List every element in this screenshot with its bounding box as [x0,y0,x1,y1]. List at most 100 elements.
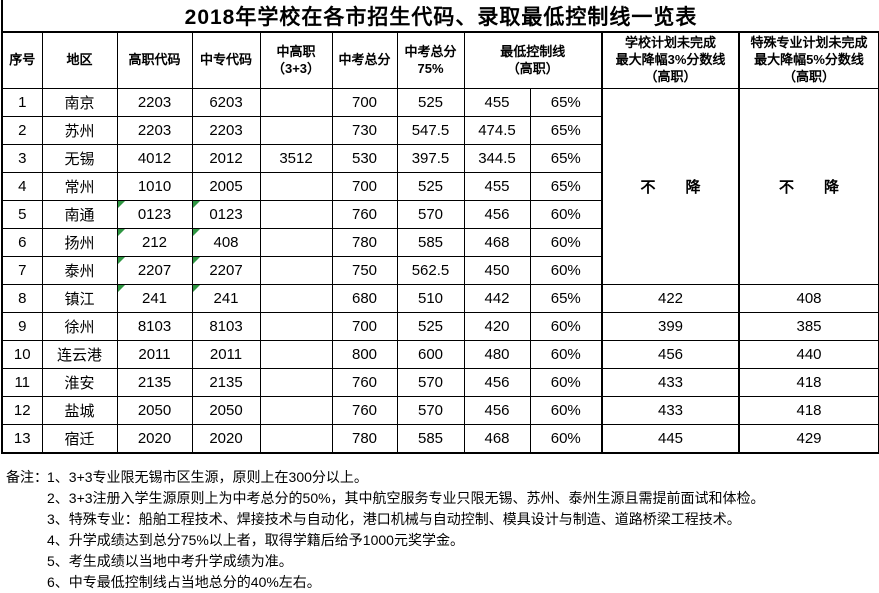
table-row: 8 镇江 241 241 680 510 442 65% 422 408 [1,284,879,313]
cell-min-line: 456 [463,200,531,229]
cell-min-line: 420 [463,312,531,341]
cell-min-line-pct: 60% [529,228,603,257]
cell-zk-75: 510 [396,284,465,313]
cell-no: 12 [1,396,43,425]
header-special-plan: 特殊专业计划未完成 最大降幅5%分数线 （高职） [738,31,879,89]
table-body: 1 南京 2203 6203 700 525 455 65% 不 降不 降 2 苏州 2203 2203… [1,88,879,454]
number-as-text-flag-icon [118,229,125,236]
cell-zk-total: 680 [331,284,398,313]
number-as-text-flag-icon [118,201,125,208]
table-row: 1 南京 2203 6203 700 525 455 65% 不 降不 降 [1,88,879,285]
cell-zz-code: 2207 [191,256,261,285]
cell-min-line-pct: 65% [529,88,603,117]
cell-no: 3 [1,144,43,173]
cell-zgz-code: 3512 [259,144,333,173]
cell-min-line: 344.5 [463,144,531,173]
number-as-text-flag-icon [193,257,200,264]
cell-zk-75: 525 [396,88,465,117]
header-school-plan: 学校计划未完成 最大降幅3%分数线 （高职） [601,31,740,89]
cell-zgz-code [259,172,333,201]
header-zgz-code: 中高职 （3+3） [259,31,333,89]
cell-no: 10 [1,340,43,369]
cell-special-plan: 440 [738,340,879,369]
cell-min-line: 456 [463,396,531,425]
cell-zk-total: 800 [331,340,398,369]
cell-gz-code: 241 [116,284,193,313]
cell-min-line-pct: 60% [529,340,603,369]
header-min-line: 最低控制线 （高职） [463,31,603,89]
cell-min-line-pct: 60% [529,256,603,285]
cell-gz-code: 1010 [116,172,193,201]
cell-no: 1 [1,88,43,117]
cell-region: 徐州 [41,312,118,341]
cell-zk-75: 525 [396,312,465,341]
cell-zk-75: 562.5 [396,256,465,285]
cell-school-plan: 433 [601,368,740,397]
cell-zk-total: 700 [331,172,398,201]
cell-zk-total: 700 [331,312,398,341]
cell-min-line: 480 [463,340,531,369]
cell-zk-75: 585 [396,228,465,257]
cell-zk-total: 760 [331,200,398,229]
header-gz-code: 高职代码 [116,31,193,89]
cell-zz-code: 2005 [191,172,261,201]
cell-zgz-code [259,396,333,425]
cell-school-plan: 456 [601,340,740,369]
cell-gz-code: 2203 [116,88,193,117]
header-region: 地区 [41,31,118,89]
cell-gz-code: 2020 [116,424,193,454]
cell-zz-code: 2203 [191,116,261,145]
cell-no: 6 [1,228,43,257]
notes-label: 备注： [6,469,48,485]
cell-region: 南京 [41,88,118,117]
cell-zk-75: 570 [396,396,465,425]
cell-no: 11 [1,368,43,397]
table-row: 10 连云港 2011 2011 800 600 480 60% 456 440 [1,340,879,369]
number-as-text-flag-icon [193,229,200,236]
cell-zz-code: 408 [191,228,261,257]
page-title: 2018年学校在各市招生代码、录取最低控制线一览表 [1,0,879,31]
note-item: 1、3+3专业限无锡市区生源，原则上在300分以上。 [47,469,368,485]
note-item: 2、3+3注册入学生源原则上为中考总分的50%，其中航空服务专业只限无锡、苏州、… [47,490,765,506]
cell-zk-total: 530 [331,144,398,173]
cell-school-plan: 399 [601,312,740,341]
cell-gz-code: 2050 [116,396,193,425]
cell-gz-code: 4012 [116,144,193,173]
cell-zk-total: 760 [331,368,398,397]
cell-min-line-pct: 65% [529,116,603,145]
cell-no: 9 [1,312,43,341]
header-no: 序号 [1,31,43,89]
cell-gz-code: 8103 [116,312,193,341]
footnotes: 备注： 1、3+3专业限无锡市区生源，原则上在300分以上。 2、3+3注册入学… [0,467,879,593]
cell-min-line: 474.5 [463,116,531,145]
cell-zgz-code [259,116,333,145]
number-as-text-flag-icon [193,285,200,292]
cell-zz-code: 0123 [191,200,261,229]
cell-zk-75: 570 [396,200,465,229]
cell-zk-total: 780 [331,228,398,257]
cell-region: 扬州 [41,228,118,257]
cell-min-line-pct: 60% [529,424,603,454]
cell-zz-code: 6203 [191,88,261,117]
note-item: 4、升学成绩达到总分75%以上者，取得学籍后给予1000元奖学金。 [47,532,464,548]
cell-zz-code: 8103 [191,312,261,341]
cell-region: 宿迁 [41,424,118,454]
cell-zk-75: 547.5 [396,116,465,145]
cell-zk-total: 700 [331,88,398,117]
cell-special-plan: 418 [738,368,879,397]
cell-region: 苏州 [41,116,118,145]
cell-gz-code: 2203 [116,116,193,145]
cell-special-plan: 385 [738,312,879,341]
cell-no: 13 [1,424,43,454]
table-row: 5 南通 0123 0123 760 570 456 60% [1,200,879,229]
table-row: 4 常州 1010 2005 700 525 455 65% [1,172,879,201]
cell-zgz-code [259,424,333,454]
header-zk-75: 中考总分 75% [396,31,465,89]
cell-gz-code: 2207 [116,256,193,285]
cell-min-line-pct: 65% [529,284,603,313]
cell-region: 南通 [41,200,118,229]
table-row: 13 宿迁 2020 2020 780 585 468 60% 445 429 [1,424,879,454]
cell-region: 淮安 [41,368,118,397]
cell-zz-code: 2050 [191,396,261,425]
